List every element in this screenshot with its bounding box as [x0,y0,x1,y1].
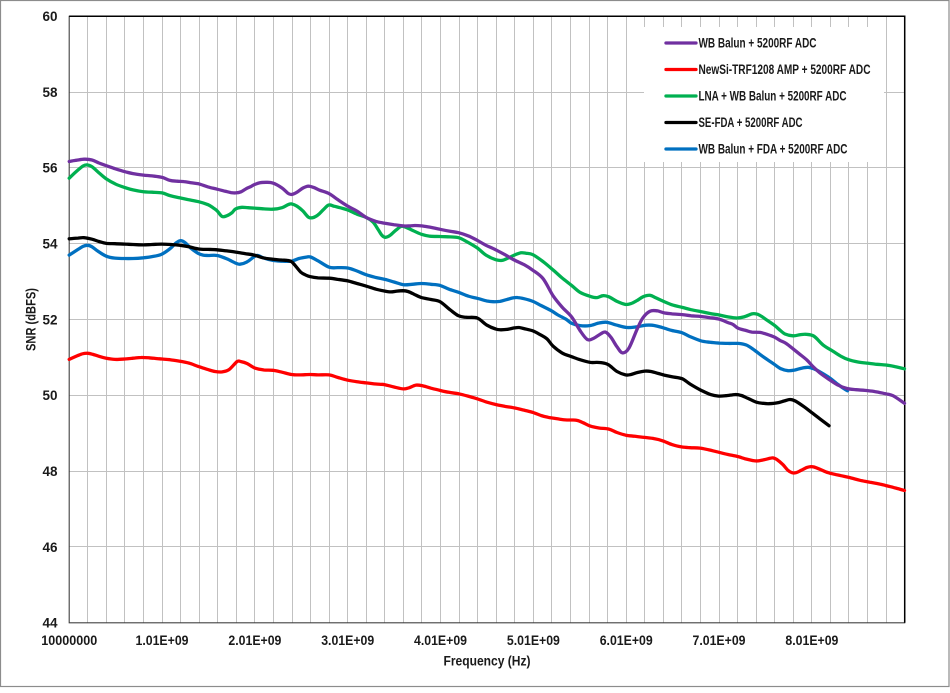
svg-text:54: 54 [43,237,59,252]
svg-text:NewSi-TRF1208 AMP + 5200RF ADC: NewSi-TRF1208 AMP + 5200RF ADC [699,62,871,77]
svg-text:2.01E+09: 2.01E+09 [228,633,281,648]
svg-text:52: 52 [43,312,58,327]
svg-text:3.01E+09: 3.01E+09 [321,633,374,648]
svg-text:1.01E+09: 1.01E+09 [136,633,189,648]
svg-text:50: 50 [43,388,58,403]
svg-text:7.01E+09: 7.01E+09 [693,633,746,648]
svg-text:58: 58 [43,85,59,100]
svg-text:Frequency (Hz): Frequency (Hz) [444,654,531,669]
svg-text:LNA + WB Balun + 5200RF ADC: LNA + WB Balun + 5200RF ADC [699,89,847,104]
svg-text:44: 44 [43,616,59,631]
svg-text:60: 60 [43,9,58,24]
svg-text:WB Balun + 5200RF ADC: WB Balun + 5200RF ADC [699,36,817,51]
svg-text:5.01E+09: 5.01E+09 [507,633,560,648]
svg-text:SE-FDA + 5200RF ADC: SE-FDA + 5200RF ADC [699,115,803,130]
svg-text:4.01E+09: 4.01E+09 [414,633,467,648]
svg-text:8.01E+09: 8.01E+09 [785,633,838,648]
svg-text:6.01E+09: 6.01E+09 [600,633,653,648]
svg-text:10000000: 10000000 [41,633,97,648]
svg-text:48: 48 [43,464,59,479]
svg-text:SNR (dBFS): SNR (dBFS) [24,288,39,351]
svg-text:WB Balun + FDA + 5200RF ADC: WB Balun + FDA + 5200RF ADC [699,142,848,157]
svg-text:46: 46 [43,540,58,555]
svg-text:56: 56 [43,161,58,176]
